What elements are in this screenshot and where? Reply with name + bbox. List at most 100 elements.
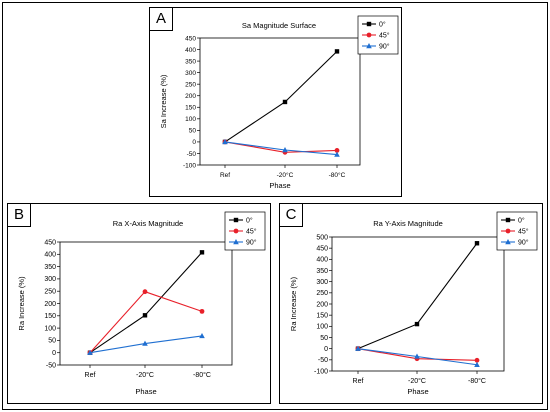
x-tick-label: -20°C	[136, 371, 154, 379]
y-tick-label: 250	[44, 289, 56, 296]
y-tick-label: 0	[324, 346, 328, 353]
legend-label: 0°	[379, 21, 386, 29]
legend-marker	[366, 32, 372, 38]
data-point	[282, 146, 288, 153]
data-point	[199, 332, 205, 339]
series-line-0	[224, 50, 338, 143]
y-tick-label: -100	[183, 162, 196, 169]
legend-marker	[233, 228, 239, 234]
legend-label: 90°	[379, 43, 390, 51]
legend-marker	[366, 21, 372, 27]
panel-label-c: C	[280, 204, 303, 227]
data-point	[474, 361, 480, 367]
y-tick-label: -50	[46, 362, 56, 369]
chart-title: Ra X-Axis Magnitude	[113, 219, 183, 228]
legend-label: 45°	[246, 228, 257, 236]
data-point	[334, 151, 340, 157]
data-point	[334, 49, 340, 54]
chart-ra-y-axis-magnitude: -100 -50 0 50 100 150 200 250 300 350 400 450 500 Ref…	[289, 211, 538, 396]
y-tick-label: 50	[48, 338, 56, 345]
legend-label: 90°	[518, 239, 529, 247]
y-tick-label: 450	[185, 35, 196, 42]
legend-label: 0°	[518, 217, 525, 225]
y-tick-label: 300	[316, 279, 328, 286]
x-tick-label: Ref	[353, 378, 364, 385]
y-tick-label: 250	[316, 290, 328, 297]
legend-marker	[505, 217, 511, 223]
y-axis-label: Ra Increase (%)	[289, 276, 298, 331]
y-tick-label: 400	[316, 257, 328, 264]
data-point	[142, 340, 148, 346]
y-tick-label: 100	[316, 324, 328, 331]
x-axis-label: Phase	[135, 387, 156, 396]
y-tick-label: 200	[44, 301, 56, 308]
chart-ra-x-axis-magnitude: -50 0 50 100 150 200 250 300 350 400 450 Ref -20°C -8…	[17, 211, 266, 396]
data-point	[199, 250, 205, 255]
data-point	[142, 289, 148, 295]
chart-title: Ra Y-Axis Magnitude	[373, 219, 443, 228]
data-point	[355, 345, 361, 351]
x-tick-label: -80°C	[193, 371, 211, 379]
y-tick-label: 350	[185, 58, 196, 65]
panel-c: C -100 -50 0 50 100 150 200 250 300 350 400 450 500 R…	[279, 203, 543, 404]
y-tick-label: 500	[316, 234, 328, 241]
series-line-0	[89, 251, 203, 354]
panel-label-b: B	[8, 204, 31, 227]
legend-label: 90°	[246, 239, 257, 247]
y-tick-label: 200	[316, 301, 328, 308]
legend-marker	[366, 43, 372, 49]
data-point	[334, 148, 340, 153]
x-tick-label: -80°C	[468, 377, 486, 385]
y-tick-label: 0	[52, 350, 56, 357]
data-point	[474, 357, 480, 363]
y-tick-label: 200	[185, 93, 196, 100]
y-tick-label: 250	[185, 81, 196, 88]
panel-a: A -100 -50 0 50 100 150 200 250 300 350 400 450 Ref -…	[149, 7, 402, 197]
y-tick-label: -50	[187, 151, 197, 158]
plot-area	[199, 37, 361, 166]
y-tick-label: 100	[44, 325, 56, 332]
y-tick-label: 350	[44, 264, 56, 271]
x-axis-label: Phase	[269, 181, 290, 190]
y-tick-label: 400	[185, 47, 196, 54]
y-tick-label: -100	[314, 368, 328, 375]
legend-box	[357, 15, 399, 55]
x-axis-label: Phase	[407, 387, 428, 396]
legend-label: 0°	[246, 217, 253, 225]
series-line-0	[357, 242, 478, 350]
data-point	[87, 349, 93, 355]
legend-marker	[233, 217, 239, 223]
y-tick-label: 400	[44, 252, 56, 259]
y-tick-label: 50	[189, 128, 197, 135]
series-line-1	[224, 141, 338, 153]
panel-label-a: A	[150, 8, 173, 31]
legend-marker	[505, 239, 511, 245]
legend-label: 45°	[518, 228, 529, 236]
y-tick-label: 0	[192, 139, 196, 146]
data-point	[474, 241, 480, 246]
panel-b: B -50 0 50 100 150 200 250 300 350 400 450 Ref -20°C…	[7, 203, 271, 404]
legend-marker	[233, 239, 239, 245]
x-tick-label: -80°C	[329, 171, 346, 179]
plot-area	[59, 241, 233, 366]
legend-marker	[505, 228, 511, 234]
data-point	[282, 99, 288, 105]
data-point	[414, 353, 420, 359]
y-tick-label: -50	[318, 357, 328, 364]
y-tick-label: 450	[316, 245, 328, 252]
x-tick-label: Ref	[220, 172, 230, 179]
y-axis-label: Sa Increase (%)	[159, 74, 168, 128]
x-tick-label: Ref	[85, 372, 96, 379]
y-tick-label: 100	[185, 116, 196, 123]
y-tick-label: 450	[44, 239, 56, 246]
x-tick-label: -20°C	[277, 171, 294, 179]
chart-sa-magnitude-surface: -100 -50 0 50 100 150 200 250 300 350 400 450 Ref -20…	[159, 15, 399, 190]
x-tick-label: -20°C	[408, 377, 426, 385]
data-point	[222, 138, 228, 145]
y-tick-label: 350	[316, 268, 328, 275]
data-point	[414, 321, 420, 327]
y-tick-label: 50	[320, 335, 328, 342]
legend-label: 45°	[379, 32, 390, 40]
data-point	[199, 308, 205, 314]
